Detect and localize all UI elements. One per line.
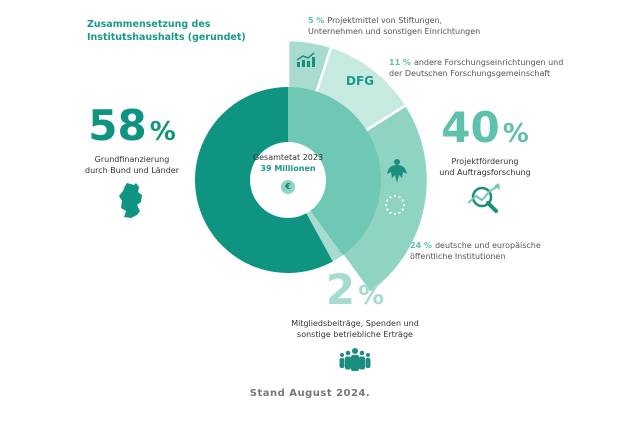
note-pct: 11 % bbox=[389, 58, 411, 67]
label-text: Mitgliedsbeiträge, Spenden und sonstige b… bbox=[291, 319, 419, 339]
center-total: 39 Millionen bbox=[260, 164, 316, 173]
pct-40: 40% bbox=[441, 103, 529, 152]
center-line1: Gesamtetat 2023 bbox=[252, 153, 324, 162]
note-11pct: 11 % andere Forschungseinrichtungen und de… bbox=[389, 57, 563, 79]
note-text: Unternehmen und sonstigen Einrichtungen bbox=[308, 27, 481, 36]
label-text: Projektförderung und Auftragsforschung bbox=[439, 157, 531, 177]
footer-note: Stand August 2024. bbox=[249, 388, 371, 399]
euro-icon: € bbox=[281, 180, 295, 194]
inner-segment-40pct bbox=[288, 87, 381, 256]
label-2: 2% Mitgliedsbeiträge, Spenden und sonstig… bbox=[270, 268, 440, 376]
note-text: öffentliche Institutionen bbox=[410, 252, 506, 261]
people-icon bbox=[339, 348, 371, 371]
center-label: Gesamtetat 2023 39 Millionen € bbox=[250, 152, 326, 194]
chart-title: Zusammensetzung des Institutshaushalts (… bbox=[87, 19, 246, 43]
label-text: Grundfinanzierung durch Bund und Länder bbox=[84, 155, 179, 175]
note-24pct: 24 % deutsche und europäische öffentliche … bbox=[410, 240, 541, 262]
federal-eagle-icon bbox=[387, 159, 407, 183]
note-text: Projektmittel von Stiftungen, bbox=[327, 16, 443, 25]
note-5pct: 5 % Projektmittel von Stiftungen, Unterneh… bbox=[308, 15, 480, 37]
note-pct: 5 % bbox=[308, 16, 325, 25]
growth-chart-icon bbox=[296, 52, 315, 67]
pct-58: 58% bbox=[88, 101, 176, 150]
note-pct: 24 % bbox=[410, 241, 432, 250]
chart-magnifier-icon bbox=[467, 183, 500, 213]
inner-segment-58pct bbox=[195, 87, 333, 273]
germany-map-icon bbox=[119, 183, 142, 218]
note-text: deutsche und europäische bbox=[434, 241, 541, 250]
label-40: 40% Projektförderung und Auftragsforschun… bbox=[420, 106, 550, 219]
eu-stars-icon bbox=[384, 194, 406, 216]
inner-segment-2pct bbox=[306, 210, 343, 262]
dfg-label: DFG bbox=[346, 74, 375, 88]
note-text: andere Forschungseinrichtungen und bbox=[413, 58, 564, 67]
pct-2: 2% bbox=[325, 265, 385, 314]
label-58: 58% Grundfinanzierung durch Bund und Länd… bbox=[72, 104, 192, 224]
note-text: der Deutschen Forschungsgemeinschaft bbox=[389, 69, 551, 78]
